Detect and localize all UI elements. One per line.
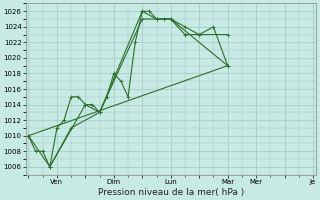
X-axis label: Pression niveau de la mer( hPa ): Pression niveau de la mer( hPa ) xyxy=(98,188,244,197)
